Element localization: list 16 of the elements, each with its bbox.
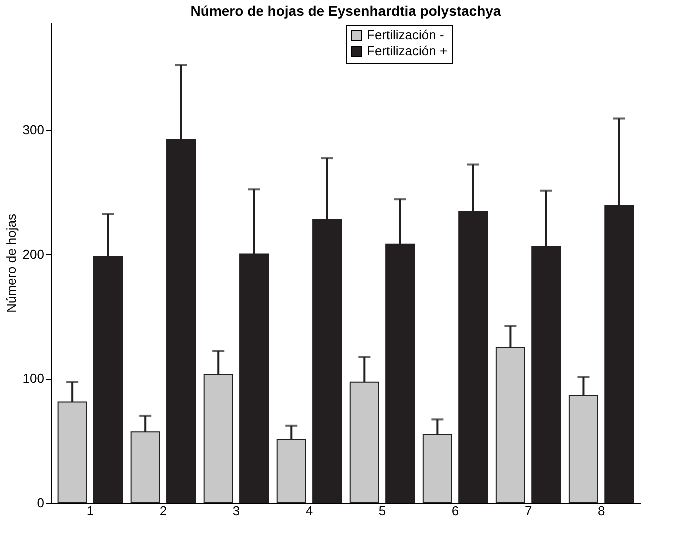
legend-label: Fertilización + (367, 44, 448, 58)
x-tick-label: 2 (160, 504, 168, 518)
x-tick-label: 6 (452, 504, 460, 518)
y-tick-label: 100 (22, 371, 44, 386)
x-tick-label: 5 (378, 504, 386, 518)
y-tick-label: 200 (22, 246, 44, 262)
y-tick-label: 300 (22, 122, 44, 138)
x-tick-label: 7 (524, 504, 532, 518)
y-tick-label: 0 (37, 496, 44, 510)
x-tick-label: 4 (306, 504, 314, 518)
x-tick-label: 1 (86, 504, 94, 518)
chart-title: Número de hojas de Eysenhardtia polystachya (190, 3, 502, 19)
y-axis-title: Número de hojas (4, 214, 19, 313)
legend-label: Fertilización - (367, 28, 444, 42)
x-tick-label: 3 (232, 504, 240, 518)
x-tick-label: 8 (598, 504, 606, 518)
